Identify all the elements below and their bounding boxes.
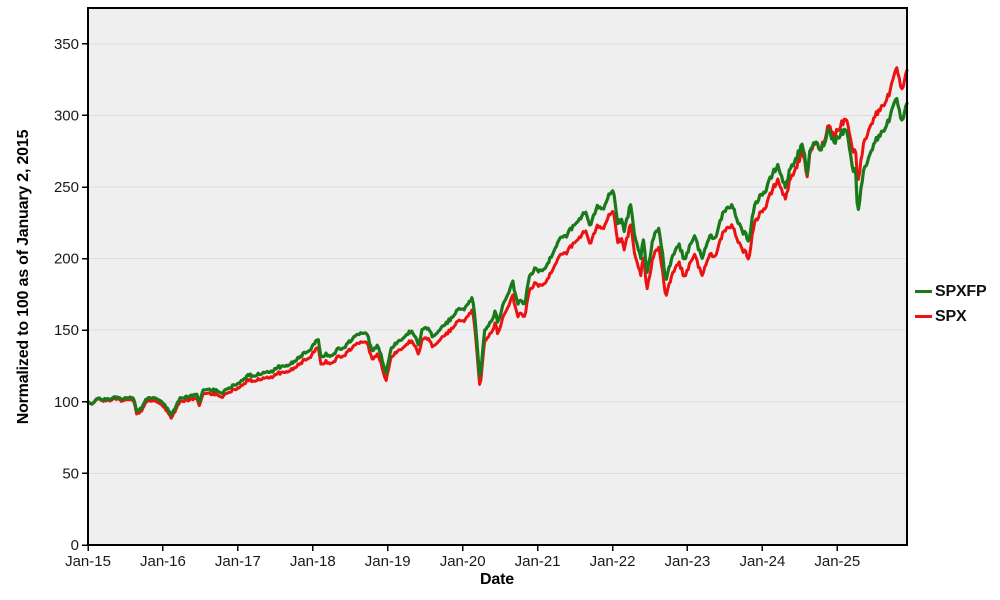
legend: SPXFP SPX [915, 281, 987, 327]
plot-area [88, 8, 907, 545]
y-tick-label: 0 [71, 537, 79, 554]
x-tick-label: Jan-17 [215, 553, 261, 570]
y-tick-label: 350 [54, 36, 79, 53]
x-axis-title: Date [480, 571, 514, 588]
x-tick-label: Jan-21 [515, 553, 561, 570]
x-tick-label: Jan-22 [590, 553, 636, 570]
y-tick-label: 250 [54, 179, 79, 196]
plot-frame [87, 7, 908, 546]
legend-label-spx: SPX [935, 307, 967, 325]
legend-label-spxfp: SPXFP [935, 282, 987, 300]
x-tick-label: Jan-19 [365, 553, 411, 570]
x-tick-label: Jan-18 [290, 553, 336, 570]
legend-item-spxfp: SPXFP [915, 281, 987, 302]
y-tick-label: 50 [62, 465, 79, 482]
x-tick-label: Jan-15 [65, 553, 111, 570]
y-tick-label: 300 [54, 107, 79, 124]
legend-item-spx: SPX [915, 306, 986, 327]
y-tick-label: 150 [54, 322, 79, 339]
x-tick-label: Jan-16 [140, 553, 186, 570]
spxfp-line-swatch [915, 290, 932, 293]
y-axis-title: Normalized to 100 as of January 2, 2015 [15, 129, 32, 425]
spxfp-line [86, 96, 909, 417]
x-tick-label: Jan-25 [814, 553, 860, 570]
x-tick-label: Jan-24 [739, 553, 785, 570]
series-lines [86, 66, 909, 420]
y-axis: 0 50 100 150 200 250 300 350 [54, 36, 87, 554]
x-tick-label: Jan-20 [440, 553, 486, 570]
x-tick-label: Jan-23 [665, 553, 711, 570]
x-axis: Jan-15 Jan-16 Jan-17 Jan-18 Jan-19 Jan-20 Jan-… [65, 545, 860, 570]
spx-line-swatch [915, 315, 932, 318]
spx-line [86, 66, 909, 420]
y-tick-label: 100 [54, 394, 79, 411]
y-tick-label: 200 [54, 251, 79, 268]
